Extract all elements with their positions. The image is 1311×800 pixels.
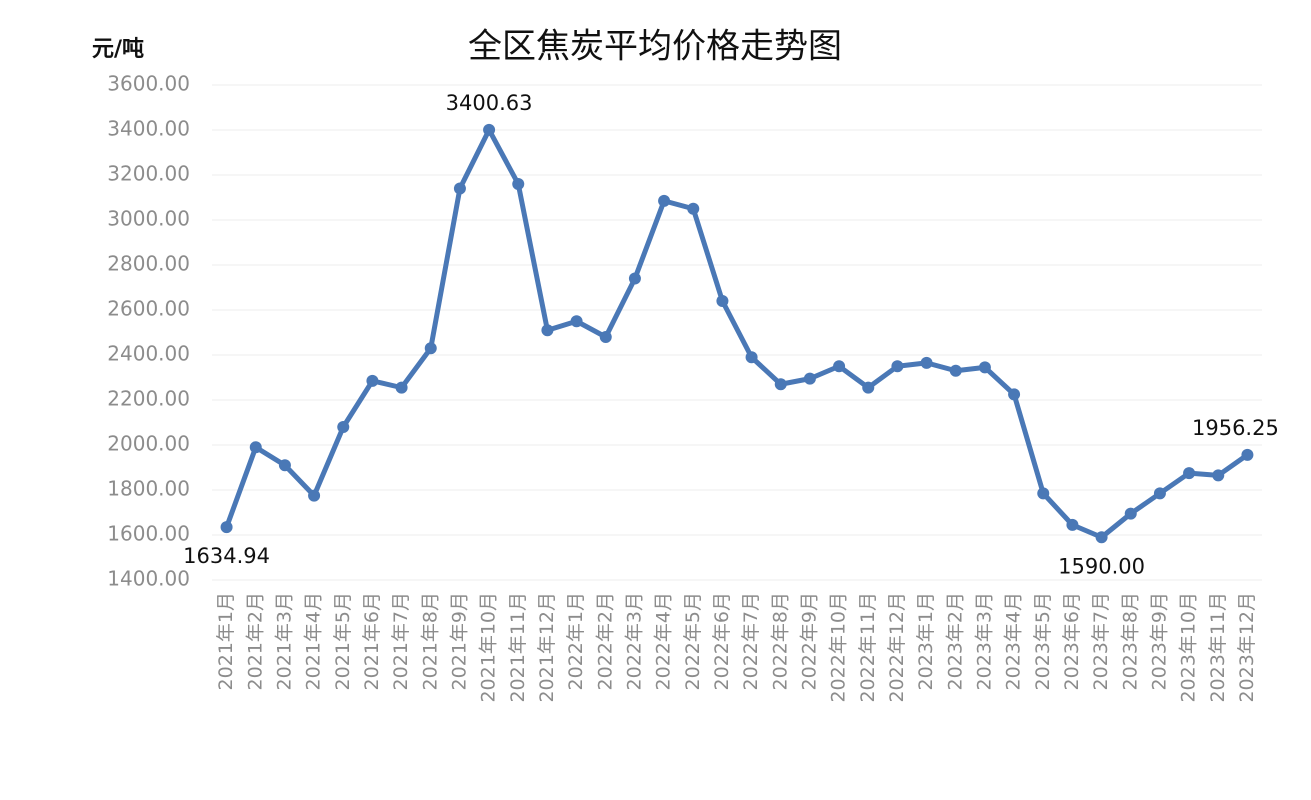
x-tick-label: 2023年1月: [915, 592, 937, 690]
data-point: [1037, 487, 1050, 500]
data-point: [1183, 467, 1196, 480]
data-label: 3400.63: [446, 91, 533, 115]
data-point: [483, 123, 496, 136]
y-tick-label: 2600.00: [107, 297, 190, 321]
data-label: 1590.00: [1058, 554, 1145, 578]
y-tick-label: 3400.00: [107, 117, 190, 141]
x-tick-label: 2021年11月: [507, 592, 529, 703]
data-point: [366, 374, 379, 387]
x-tick-label: 2022年8月: [769, 592, 791, 690]
data-point: [541, 324, 554, 337]
data-point: [424, 342, 437, 355]
x-tick-label: 2023年8月: [1119, 592, 1141, 690]
x-tick-label: 2023年5月: [1032, 592, 1054, 690]
data-point: [1095, 531, 1108, 544]
x-tick-label: 2023年12月: [1236, 592, 1258, 703]
y-tick-label: 1600.00: [107, 522, 190, 546]
y-tick-label: 2400.00: [107, 342, 190, 366]
data-point: [1153, 487, 1166, 500]
data-point: [1212, 469, 1225, 482]
data-point: [249, 441, 262, 454]
y-tick-label: 3200.00: [107, 162, 190, 186]
data-point: [745, 351, 758, 364]
x-tick-label: 2022年11月: [857, 592, 879, 703]
x-tick-label: 2022年9月: [798, 592, 820, 690]
x-tick-label: 2021年12月: [536, 592, 558, 703]
x-tick-label: 2022年2月: [594, 592, 616, 690]
x-tick-label: 2022年1月: [565, 592, 587, 690]
x-tick-label: 2023年4月: [1003, 592, 1025, 690]
x-tick-label: 2022年4月: [653, 592, 675, 690]
line-series: [224, 127, 1249, 540]
x-tick-label: 2021年1月: [215, 592, 237, 690]
x-tick-label: 2023年11月: [1207, 592, 1229, 703]
data-point: [862, 381, 875, 394]
data-point: [716, 295, 729, 307]
x-tick-label: 2021年7月: [390, 592, 412, 690]
x-tick-label: 2023年10月: [1178, 592, 1200, 703]
x-tick-label: 2023年6月: [1061, 592, 1083, 690]
y-tick-label: 2200.00: [107, 387, 190, 411]
data-point: [308, 489, 321, 502]
data-point: [628, 272, 641, 285]
x-tick-label: 2021年6月: [361, 592, 383, 690]
x-tick-label: 2021年5月: [332, 592, 354, 690]
data-point: [949, 364, 962, 377]
x-tick-label: 2022年5月: [682, 592, 704, 690]
y-tick-label: 1400.00: [107, 567, 190, 591]
data-point: [395, 381, 408, 394]
x-tick-label: 2021年2月: [244, 592, 266, 690]
y-tick-label: 3000.00: [107, 207, 190, 231]
data-point: [978, 361, 991, 374]
data-point: [891, 360, 904, 373]
x-tick-label: 2022年12月: [886, 592, 908, 703]
data-point: [833, 360, 846, 373]
x-tick-label: 2022年10月: [828, 592, 850, 703]
data-point: [803, 372, 816, 385]
data-point: [453, 182, 466, 195]
x-tick-label: 2022年3月: [623, 592, 645, 690]
data-point: [512, 178, 525, 190]
data-point: [774, 378, 787, 391]
x-tick-label: 2021年8月: [419, 592, 441, 690]
data-label: 1956.25: [1192, 416, 1279, 440]
x-tick-label: 2023年7月: [1090, 592, 1112, 690]
data-point: [1008, 388, 1021, 401]
x-tick-label: 2022年6月: [711, 592, 733, 690]
x-tick-label: 2021年3月: [273, 592, 295, 690]
data-point: [220, 521, 233, 534]
data-point: [337, 421, 350, 433]
x-tick-label: 2023年2月: [944, 592, 966, 690]
data-label: 1634.94: [183, 544, 270, 568]
x-tick-label: 2023年3月: [973, 592, 995, 690]
x-tick-label: 2021年9月: [448, 592, 470, 690]
data-point: [1124, 507, 1137, 520]
y-axis-label: 元/吨: [92, 37, 144, 62]
x-tick-label: 2022年7月: [740, 592, 762, 690]
x-tick-label: 2021年10月: [478, 592, 500, 703]
data-point: [599, 331, 612, 343]
data-point: [1066, 518, 1079, 531]
data-point: [687, 202, 700, 215]
y-tick-label: 3600.00: [107, 72, 190, 96]
y-tick-label: 2000.00: [107, 432, 190, 456]
y-tick-label: 2800.00: [107, 252, 190, 276]
x-tick-label: 2023年9月: [1148, 592, 1170, 690]
data-point: [570, 315, 583, 328]
data-point: [278, 459, 291, 472]
chart-title: 全区焦炭平均价格走势图: [468, 27, 842, 67]
y-tick-label: 1800.00: [107, 477, 190, 501]
x-tick-label: 2021年4月: [303, 592, 325, 690]
data-point: [658, 194, 671, 207]
data-point: [920, 356, 933, 369]
data-point: [1241, 448, 1254, 461]
